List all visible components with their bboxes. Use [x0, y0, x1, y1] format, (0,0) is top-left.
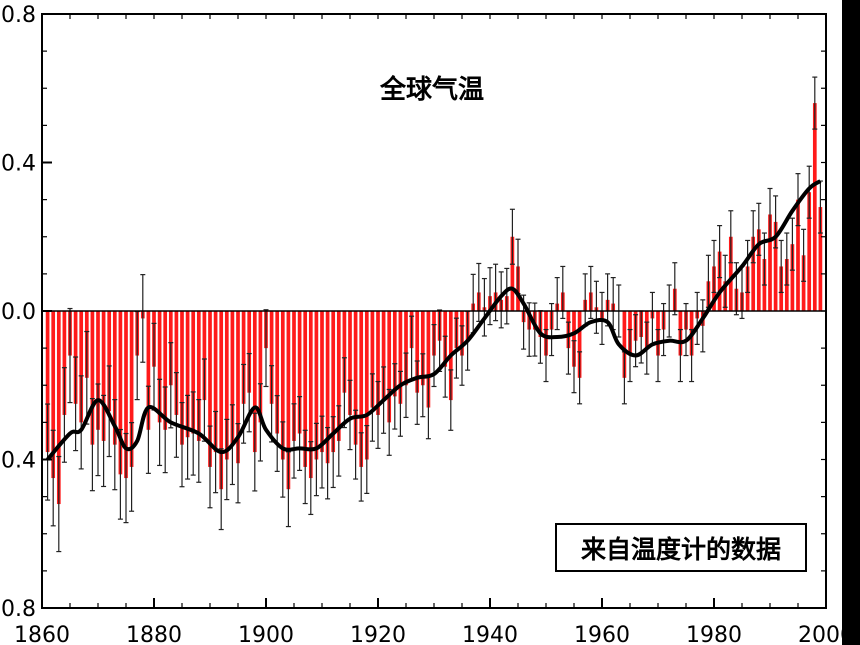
bar: [96, 311, 100, 430]
bar: [359, 311, 364, 467]
bar: [129, 311, 134, 467]
bar: [756, 229, 761, 311]
bar: [376, 311, 380, 415]
x-tick-label: 2000: [798, 623, 854, 645]
bar: [398, 311, 403, 404]
bar: [56, 311, 61, 505]
bar: [286, 311, 291, 490]
bar: [202, 311, 207, 401]
x-tick-label: 1940: [462, 623, 518, 645]
bar: [370, 311, 375, 408]
bar: [124, 311, 128, 479]
bar: [768, 214, 772, 311]
bar: [331, 311, 336, 453]
bar: [185, 311, 190, 438]
bar: [208, 311, 212, 467]
x-tick-label: 1880: [126, 623, 182, 645]
bar: [258, 311, 263, 423]
bar: [801, 255, 806, 311]
bar: [773, 221, 778, 311]
y-tick-label: 0.0: [1, 300, 36, 325]
y-tick-label: 0.4: [1, 449, 36, 474]
x-tick-label: 1860: [14, 623, 70, 645]
bar: [510, 236, 515, 311]
bar: [751, 236, 756, 311]
bar: [163, 311, 168, 430]
bar: [146, 311, 151, 430]
bar: [118, 311, 123, 475]
bar: [252, 311, 257, 453]
x-tick-label: 1980: [686, 623, 742, 645]
bar: [342, 311, 347, 393]
bar: [353, 311, 358, 445]
bars-layer: [45, 103, 823, 505]
bar: [308, 311, 313, 479]
x-tick-label: 1900: [238, 623, 294, 645]
bar: [280, 311, 285, 460]
bar: [224, 311, 229, 460]
bar: [219, 311, 224, 490]
bar: [404, 311, 408, 386]
bar: [191, 311, 196, 434]
x-tick-label: 1920: [350, 623, 406, 645]
bar: [320, 311, 324, 453]
bar: [297, 311, 302, 434]
bar: [51, 311, 56, 479]
bar: [325, 311, 330, 464]
bar: [180, 311, 184, 445]
bar: [314, 311, 319, 460]
bar: [45, 311, 50, 453]
bar: [728, 236, 733, 311]
bar: [426, 311, 431, 408]
bar: [790, 244, 795, 311]
bar: [236, 311, 240, 464]
y-tick-label: 0.8: [1, 3, 36, 28]
bar: [292, 311, 296, 441]
bar: [415, 311, 420, 393]
bar: [107, 311, 112, 412]
bar: [336, 311, 341, 441]
bar: [577, 311, 582, 378]
y-tick-label: 0.8: [1, 597, 36, 622]
bar: [796, 199, 800, 311]
bar: [90, 311, 95, 445]
bar: [269, 311, 274, 404]
bar: [812, 103, 817, 311]
annotation-text: 来自温度计的数据: [581, 535, 781, 564]
right-edge-border: [842, 0, 860, 645]
bar: [213, 311, 218, 453]
annotation-box: [555, 523, 807, 572]
bar: [387, 311, 392, 423]
bar: [275, 311, 280, 434]
bar: [717, 251, 722, 311]
chart-title: 全球气温: [379, 74, 484, 105]
bar: [112, 311, 117, 445]
error-bars-layer: [45, 76, 823, 553]
bar: [230, 311, 235, 445]
bar: [818, 207, 823, 311]
y-axis-ticks: 0.8 0.4 0.0 0.4 0.8: [1, 3, 826, 622]
bar: [622, 311, 627, 378]
bar: [381, 311, 386, 401]
bar: [348, 311, 352, 415]
bar: [303, 311, 308, 467]
bar: [101, 311, 106, 441]
bar: [79, 311, 84, 423]
bar: [174, 311, 179, 415]
bar: [572, 311, 576, 367]
bar: [62, 311, 67, 415]
bar: [392, 311, 397, 397]
bar: [157, 311, 162, 423]
y-tick-label: 0.4: [1, 152, 36, 177]
bar: [196, 311, 201, 441]
bar: [420, 311, 425, 386]
x-axis-ticks: 1860 1880 1900 1920 1940 1960 1980 2000: [14, 14, 854, 645]
x-tick-label: 1960: [574, 623, 630, 645]
smoothed-trend-line: [46, 179, 822, 461]
bar: [364, 311, 369, 460]
bar: [247, 311, 252, 393]
bar: [241, 311, 246, 404]
bar: [807, 192, 812, 311]
